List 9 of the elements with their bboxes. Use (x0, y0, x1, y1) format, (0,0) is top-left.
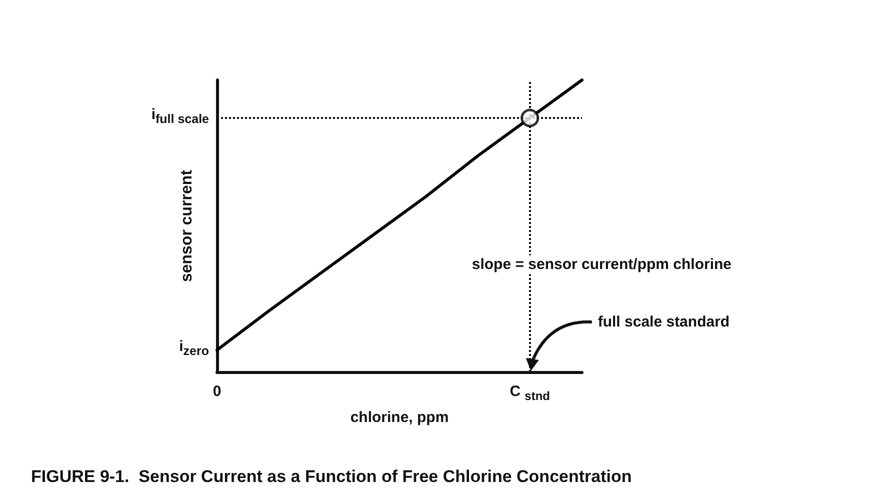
text: i$_{zero}$ (179, 338, 209, 360)
annotation: slope = sensor current/ppm chlorine (472, 256, 732, 274)
x-tick-label: C stnd (510, 383, 550, 403)
y-axis-title: sensor current (178, 169, 196, 282)
x-tick-label: 0 (212, 383, 222, 400)
text: full scale standard (598, 314, 730, 330)
x-axis-title: chlorine, ppm (350, 409, 449, 426)
text: i$_{full scale}$ (151, 106, 209, 128)
text: FIGURE 9-1. Sensor Current as a Function of Free Chlorine Concentration (31, 467, 632, 486)
